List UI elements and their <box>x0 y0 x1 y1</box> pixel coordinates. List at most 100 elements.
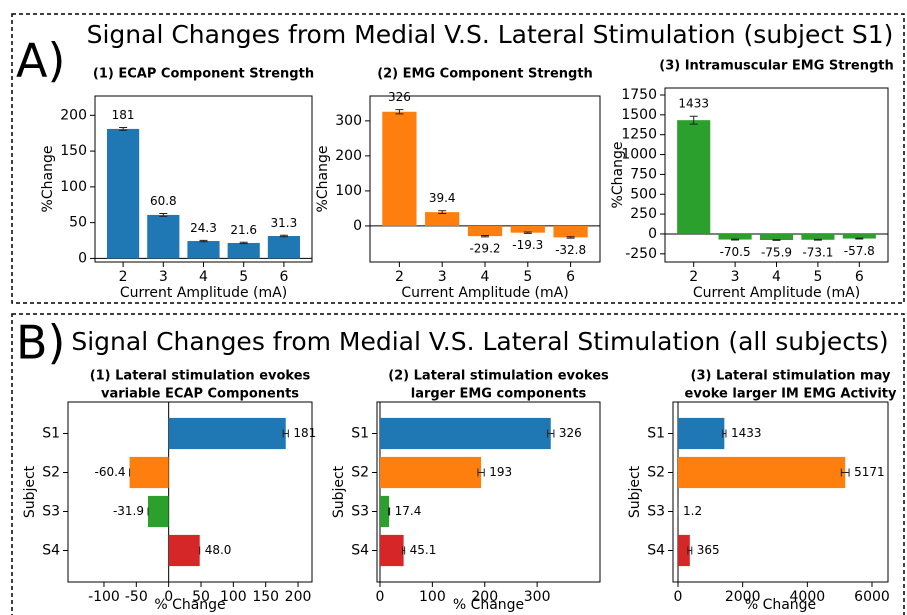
data-label: -29.2 <box>469 242 500 256</box>
error-bar <box>772 239 781 241</box>
data-label: 181 <box>112 108 135 122</box>
chart-title: (3) Intramuscular EMG Strength <box>659 59 893 74</box>
x-tick-label: 300 <box>524 589 551 605</box>
bar <box>678 417 725 450</box>
x-tick-label: 6 <box>279 269 288 285</box>
error-bar <box>722 429 727 438</box>
x-axis-label: Current Amplitude (mA) <box>401 285 568 301</box>
y-axis-label: Subject <box>22 465 38 518</box>
y-tick-label: 1250 <box>621 127 657 143</box>
bar <box>168 534 200 567</box>
x-tick-label: 4 <box>481 269 490 285</box>
data-label: 1433 <box>731 426 762 440</box>
x-tick-label: 0 <box>674 589 683 605</box>
error-bar <box>199 239 208 243</box>
bar <box>168 417 286 450</box>
y-tick-label: -250 <box>625 246 657 262</box>
plot-frame <box>664 87 889 263</box>
bar <box>677 120 711 234</box>
x-tick-label: 4000 <box>790 589 826 605</box>
bar <box>379 534 404 567</box>
bar <box>227 242 260 259</box>
x-tick-label: 2 <box>689 269 698 285</box>
bar <box>553 225 588 238</box>
x-tick-label: 200 <box>285 589 312 605</box>
bar <box>379 456 482 489</box>
error-bar <box>689 115 698 125</box>
y-tick-label: S3 <box>647 504 665 520</box>
chart-title: (1) ECAP Component Strength <box>93 67 314 82</box>
y-tick-label: 200 <box>60 107 87 123</box>
x-tick-label: 3 <box>159 269 168 285</box>
x-tick-label: 5 <box>523 269 532 285</box>
bar <box>107 128 140 259</box>
error-bar <box>388 507 391 516</box>
x-tick-label: 0 <box>376 589 385 605</box>
y-tick-label: 1000 <box>621 147 657 163</box>
y-tick-label: S1 <box>42 426 60 442</box>
y-tick-label: 50 <box>69 215 87 231</box>
x-tick-label: 5 <box>813 269 822 285</box>
plot-frame <box>67 401 313 583</box>
x-tick-label: 4 <box>772 269 781 285</box>
panel-b-border <box>11 313 905 615</box>
y-tick-label: S1 <box>351 426 369 442</box>
chart-title: larger EMG components <box>411 387 587 402</box>
data-label: 181 <box>293 426 316 440</box>
y-tick-label: 0 <box>78 250 87 266</box>
error-bar <box>840 468 850 477</box>
data-label: 39.4 <box>429 191 456 205</box>
error-bar <box>279 234 288 238</box>
plot-frame <box>672 401 889 583</box>
data-label: 1433 <box>678 97 709 111</box>
y-tick-label: 0 <box>648 226 657 242</box>
data-label: 45.1 <box>410 543 437 557</box>
panel-a-border <box>11 13 905 304</box>
error-bar <box>282 429 289 438</box>
data-label: -57.8 <box>844 244 875 258</box>
x-tick-label: 6000 <box>854 589 890 605</box>
x-tick-label: 5 <box>239 269 248 285</box>
bar <box>425 212 460 226</box>
data-label: 21.6 <box>230 223 257 237</box>
bar <box>379 417 551 450</box>
data-label: 5171 <box>854 465 885 479</box>
y-axis-label: Subject <box>331 465 347 518</box>
bar <box>718 233 752 240</box>
x-axis-label: % Change <box>453 597 524 613</box>
y-tick-label: S2 <box>42 465 60 481</box>
y-tick-label: S2 <box>647 465 665 481</box>
error-bar <box>566 236 575 239</box>
bar <box>129 456 169 489</box>
data-label: 60.8 <box>150 194 177 208</box>
error-bar <box>477 468 485 477</box>
y-tick-label: S4 <box>351 543 369 559</box>
data-label: 326 <box>559 426 582 440</box>
y-tick-label: 1750 <box>621 87 657 103</box>
data-label: 31.3 <box>271 216 298 230</box>
chart-title: (1) Lateral stimulation evokes <box>90 369 311 384</box>
bar <box>267 236 300 259</box>
y-tick-label: 0 <box>353 218 362 234</box>
panel-title: Signal Changes from Medial V.S. Lateral … <box>71 327 888 356</box>
y-tick-label: 1500 <box>621 107 657 123</box>
bar <box>759 233 794 240</box>
x-tick-label: 3 <box>731 269 740 285</box>
error-bar <box>395 109 404 115</box>
data-label: 365 <box>697 543 720 557</box>
panel-letter: A) <box>16 34 65 88</box>
y-axis-label: %Change <box>610 142 626 209</box>
data-label: 1.2 <box>683 504 702 518</box>
y-tick-label: 300 <box>335 113 362 129</box>
data-label: 326 <box>388 90 411 104</box>
y-tick-label: 200 <box>335 148 362 164</box>
chart-title: (3) Lateral stimulation may <box>691 369 891 384</box>
chart-title: (2) Lateral stimulation evokes <box>388 369 609 384</box>
x-tick-label: 0 <box>164 589 173 605</box>
x-tick-label: -50 <box>125 589 148 605</box>
error-bar <box>731 238 740 241</box>
data-label: -32.8 <box>555 243 586 257</box>
error-bar <box>402 546 406 555</box>
x-tick-label: 2 <box>119 269 128 285</box>
